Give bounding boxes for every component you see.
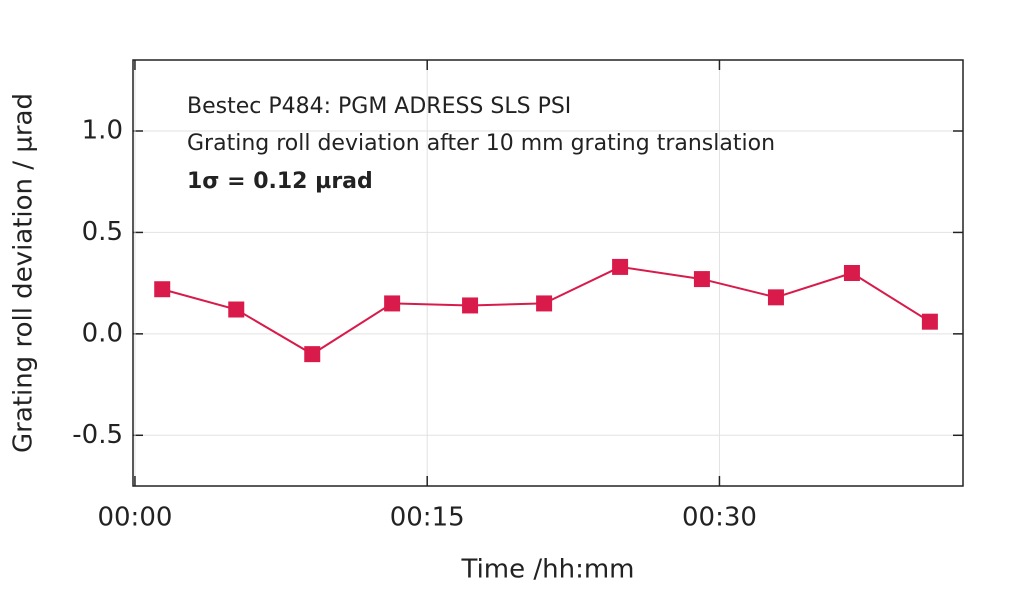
marker — [462, 297, 479, 314]
x-axis-label: Time /hh:mm — [460, 555, 634, 585]
y-axis-label: Grating roll deviation / µrad — [9, 93, 39, 453]
x-tick-label: 00:00 — [97, 503, 172, 533]
marker — [921, 313, 938, 330]
x-tick-label: 00:15 — [390, 503, 465, 533]
marker — [767, 289, 784, 306]
plot-frame — [132, 59, 964, 487]
marker — [612, 258, 629, 275]
y-tick-label: 1.0 — [82, 116, 123, 146]
marker — [154, 281, 171, 298]
annotation: Bestec P484: PGM ADRESS SLS PSI — [187, 94, 571, 119]
y-tick-label: 0.0 — [82, 318, 123, 348]
annotation: 1σ = 0.12 µrad — [187, 169, 373, 194]
annotation: Grating roll deviation after 10 mm grati… — [187, 131, 775, 156]
marker — [384, 295, 401, 312]
marker — [304, 346, 321, 363]
x-tick-label: 00:30 — [682, 503, 757, 533]
marker — [693, 271, 710, 288]
marker — [843, 265, 860, 281]
y-tick-label: -0.5 — [72, 420, 123, 450]
marker — [536, 295, 553, 312]
y-tick-label: 0.5 — [82, 217, 123, 247]
marker — [228, 301, 245, 318]
